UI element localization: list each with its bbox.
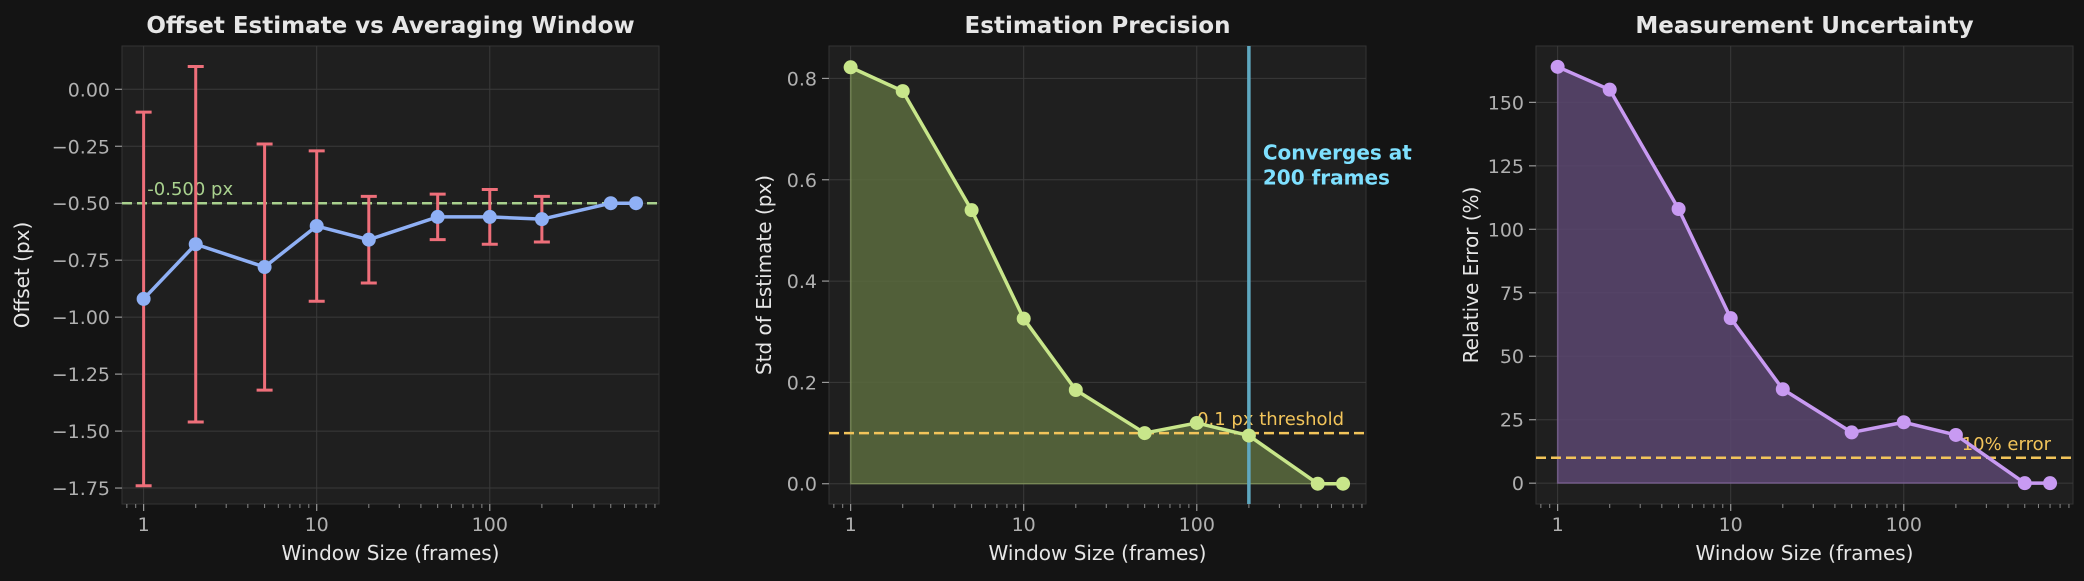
x-tick-label: 100: [1179, 514, 1215, 536]
data-point: [430, 209, 445, 224]
data-point: [1336, 476, 1351, 491]
y-tick-label: 125: [1488, 156, 1524, 178]
chart-title: Estimation Precision: [965, 13, 1231, 39]
data-point: [1671, 201, 1686, 216]
x-tick-label: 1: [1552, 514, 1564, 536]
y-tick-label: −1.25: [52, 364, 110, 386]
data-point: [2017, 476, 2032, 491]
data-point: [1068, 383, 1083, 398]
x-tick-label: 10: [1012, 514, 1036, 536]
data-point: [1948, 427, 1963, 442]
data-point: [1844, 425, 1859, 440]
reference-label: -0.500 px: [147, 179, 233, 200]
data-point: [629, 196, 644, 211]
data-point: [895, 84, 910, 99]
data-point: [2043, 476, 2058, 491]
x-tick-label: 1: [138, 514, 150, 536]
y-tick-label: 0.6: [787, 170, 817, 192]
x-tick-label: 1: [845, 514, 857, 536]
plot-area: [121, 45, 660, 505]
y-tick-label: 0.2: [787, 372, 817, 394]
reference-label: 0.1 px threshold: [1197, 409, 1344, 430]
y-tick-label: 150: [1488, 92, 1524, 114]
x-axis-label: Window Size (frames): [989, 541, 1207, 565]
data-point: [1137, 426, 1152, 441]
y-tick-label: 0.8: [787, 68, 817, 90]
data-point: [1775, 382, 1790, 397]
reference-label: 10% error: [1962, 434, 2052, 455]
data-point: [1602, 82, 1617, 97]
data-point: [534, 212, 549, 227]
y-tick-label: 0: [1512, 473, 1524, 495]
y-axis-label: Offset (px): [10, 222, 34, 329]
data-point: [964, 203, 979, 218]
y-tick-label: 0.0: [787, 474, 817, 496]
data-point: [1016, 311, 1031, 326]
data-point: [136, 291, 151, 306]
x-axis-label: Window Size (frames): [1696, 541, 1914, 565]
data-point: [309, 219, 324, 234]
series-line: [849, 65, 1344, 486]
y-tick-label: 0.00: [68, 79, 110, 101]
data-point: [1310, 476, 1325, 491]
data-point: [843, 60, 858, 75]
chart-title: Offset Estimate vs Averaging Window: [146, 13, 634, 39]
convergence-label-line: Converges at: [1263, 140, 1412, 164]
data-point: [1896, 415, 1911, 430]
y-tick-label: −1.00: [52, 307, 110, 329]
y-tick-label: −0.75: [52, 250, 110, 272]
data-point: [257, 260, 272, 275]
y-tick-label: 75: [1500, 283, 1524, 305]
data-point: [361, 232, 376, 247]
y-tick-label: 100: [1488, 219, 1524, 241]
x-axis-label: Window Size (frames): [282, 541, 500, 565]
x-tick-label: 100: [1886, 514, 1922, 536]
y-tick-label: −1.75: [52, 478, 110, 500]
chart-panel-3: 1 10 100 0 25 50 75 100 125 150 Measurement Uncert…: [1459, 13, 2074, 565]
chart-title: Measurement Uncertainty: [1635, 13, 1973, 39]
series-line: [142, 201, 637, 301]
data-point: [188, 237, 203, 252]
chart-panel-1: 1 10 100 0.00 −0.25 −0.50 −0.75 −1.00 −1.25 −1.50…: [10, 13, 660, 565]
data-point: [603, 196, 618, 211]
y-tick-label: 50: [1500, 346, 1524, 368]
y-axis-label: Std of Estimate (px): [752, 175, 776, 375]
x-tick-label: 10: [1719, 514, 1743, 536]
data-point: [1723, 311, 1738, 326]
series-line: [1556, 65, 2051, 485]
data-point: [482, 209, 497, 224]
chart-panel-2: 1 10 100 0.0 0.2 0.4 0.6 0.8 Estimation Precisio…: [752, 13, 1412, 565]
y-tick-label: 0.4: [787, 271, 817, 293]
y-axis-label: Relative Error (%): [1459, 187, 1483, 364]
data-point: [1189, 415, 1204, 430]
y-tick-label: −0.25: [52, 136, 110, 158]
x-tick-label: 100: [472, 514, 508, 536]
y-tick-label: −1.50: [52, 421, 110, 443]
convergence-label: Converges at 200 frames: [1263, 140, 1412, 189]
x-tick-label: 10: [305, 514, 329, 536]
y-tick-label: −0.50: [52, 193, 110, 215]
y-tick-label: 25: [1500, 410, 1524, 432]
data-point: [1550, 59, 1565, 74]
data-point: [1241, 428, 1256, 443]
convergence-label-line: 200 frames: [1263, 165, 1390, 189]
